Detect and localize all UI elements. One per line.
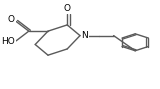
Text: O: O (64, 4, 71, 13)
Text: N: N (82, 31, 88, 40)
Text: O: O (8, 15, 15, 24)
Text: HO: HO (1, 37, 15, 46)
